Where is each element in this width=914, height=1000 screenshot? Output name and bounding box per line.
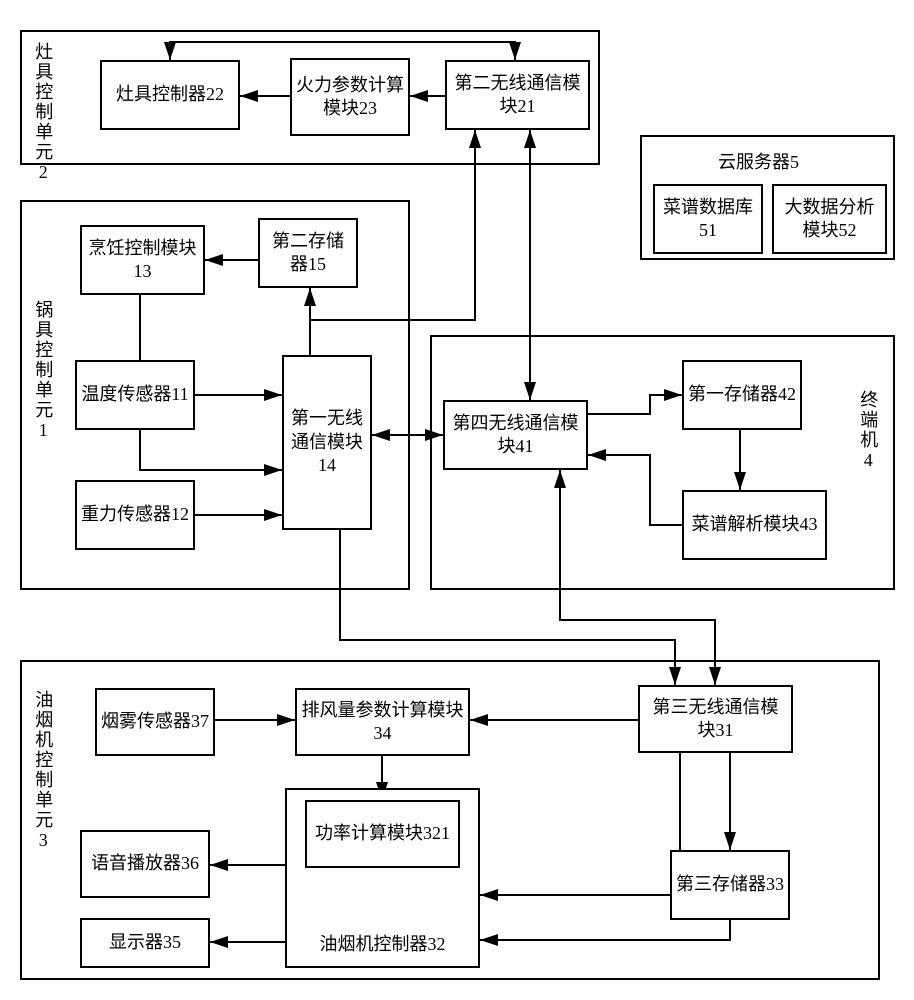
node-b36: 语音播放器36 (80, 830, 210, 898)
label-cloud: 云服务器5 (718, 148, 799, 174)
node-b23: 火力参数计算模块23 (290, 58, 410, 136)
node-b21: 第二无线通信模块21 (445, 60, 590, 130)
node-b13: 烹饪控制模块13 (80, 225, 205, 295)
node-b42: 第一存储器42 (682, 360, 802, 430)
node-b37: 烟雾传感器37 (95, 688, 215, 756)
label-unit1: 锅具控制单元1 (30, 300, 55, 442)
node-b35: 显示器35 (80, 918, 210, 968)
node-b22: 灶具控制器22 (100, 60, 240, 130)
label-unit3: 油烟机控制单元3 (30, 690, 55, 852)
node-b31: 第三无线通信模块31 (638, 685, 793, 753)
node-b41: 第四无线通信模块41 (443, 400, 588, 470)
node-b52: 大数据分析模块52 (772, 184, 887, 254)
node-b51: 菜谱数据库51 (653, 184, 763, 254)
node-b33: 第三存储器33 (670, 850, 790, 920)
label-terminal: 终端机4 (855, 390, 880, 472)
node-b15: 第二存储器15 (258, 218, 358, 288)
node-b321: 功率计算模块321 (305, 800, 460, 868)
node-b32-label: 油烟机控制器32 (320, 933, 446, 956)
node-b34: 排风量参数计算模块34 (295, 688, 470, 756)
node-b43: 菜谱解析模块43 (682, 490, 827, 560)
node-b14: 第一无线通信模块14 (282, 355, 372, 530)
node-b12: 重力传感器12 (75, 480, 195, 550)
label-unit2: 灶具控制单元2 (30, 42, 55, 184)
node-b11: 温度传感器11 (75, 360, 195, 430)
